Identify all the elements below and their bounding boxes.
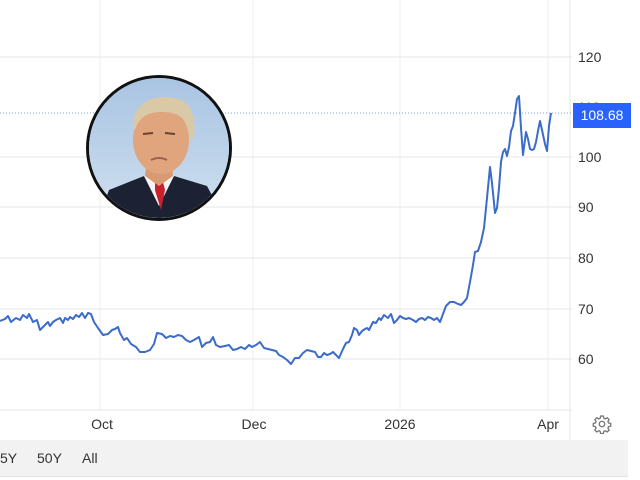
person-portrait-icon <box>89 78 229 218</box>
x-tick-2026: 2026 <box>384 416 416 432</box>
range-button-all[interactable]: All <box>82 450 98 466</box>
x-tick-apr: Apr <box>537 416 559 432</box>
y-tick-90: 90 <box>578 199 594 215</box>
y-tick-120: 120 <box>578 49 602 65</box>
price-line <box>0 95 552 365</box>
y-tick-80: 80 <box>578 250 594 266</box>
y-tick-100: 100 <box>578 149 602 165</box>
price-chart[interactable]: 120 110 100 90 80 70 60 108.68 Oct Dec 2… <box>0 0 640 440</box>
range-button-5y[interactable]: 5Y <box>0 450 18 466</box>
current-price-badge: 108.68 <box>573 103 631 128</box>
gear-icon[interactable] <box>592 414 612 434</box>
y-tick-60: 60 <box>578 351 594 367</box>
range-selector-bar: 5Y 50Y All <box>0 440 628 477</box>
x-tick-dec: Dec <box>241 416 267 432</box>
x-tick-oct: Oct <box>91 416 113 432</box>
y-tick-70: 70 <box>578 301 594 317</box>
vertical-gridlines <box>99 0 549 410</box>
portrait-avatar <box>86 75 232 221</box>
chart-canvas[interactable] <box>0 0 640 440</box>
range-button-50y[interactable]: 50Y <box>37 450 62 466</box>
